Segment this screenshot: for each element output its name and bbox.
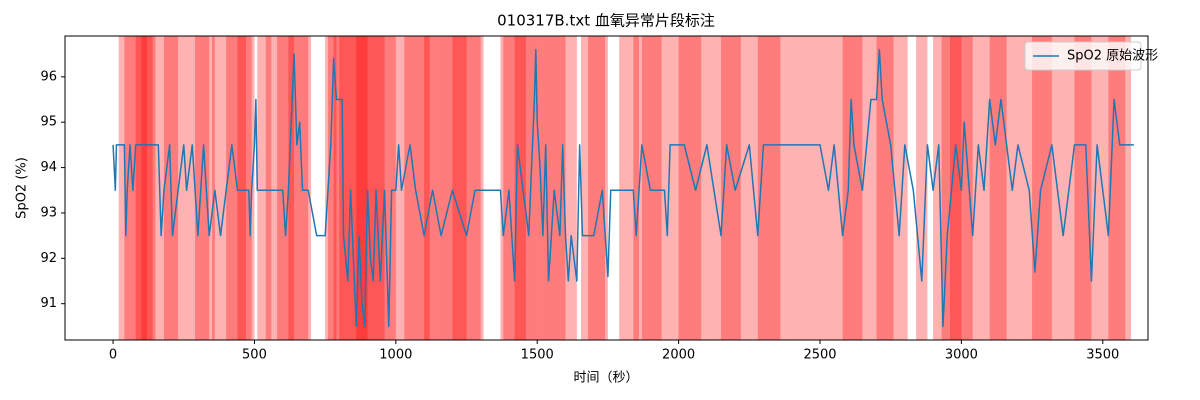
anomaly-span xyxy=(721,36,741,340)
anomaly-span xyxy=(135,36,148,340)
anomaly-span xyxy=(757,36,781,340)
anomaly-span xyxy=(941,36,979,340)
anomaly-span xyxy=(503,36,526,340)
anomaly-span xyxy=(212,36,255,340)
anomaly-span xyxy=(404,36,430,340)
axes-frame xyxy=(64,35,1149,341)
anomaly-span xyxy=(141,36,156,340)
chart-title: 010317B.txt 血氧异常片段标注 xyxy=(497,12,715,30)
x-tick-label: 0 xyxy=(109,348,117,363)
anomaly-span xyxy=(124,36,156,340)
x-axis-label: 时间（秒） xyxy=(573,371,638,386)
anomaly-span xyxy=(514,36,549,340)
anomaly-span xyxy=(424,36,484,340)
anomaly-span xyxy=(581,36,608,340)
anomaly-span xyxy=(916,36,928,340)
anomaly-span xyxy=(130,36,153,340)
x-tick-label: 3500 xyxy=(1086,348,1119,363)
y-tick-label: 94 xyxy=(40,160,57,175)
anomaly-span xyxy=(1108,36,1126,340)
y-tick-label: 96 xyxy=(40,69,57,84)
x-tick-label: 3000 xyxy=(945,348,978,363)
anomaly-span xyxy=(237,36,252,340)
legend-box xyxy=(1024,41,1142,71)
x-tick-label: 2000 xyxy=(662,348,695,363)
anomaly-span xyxy=(1060,36,1098,340)
anomaly-span xyxy=(1074,36,1092,340)
anomaly-span xyxy=(548,36,566,340)
anomaly-span xyxy=(619,36,640,340)
y-tick-label: 91 xyxy=(40,296,57,311)
anomaly-span xyxy=(438,36,467,340)
y-tick-label: 95 xyxy=(40,115,57,130)
y-tick-label: 93 xyxy=(40,205,57,220)
x-tick-label: 1000 xyxy=(379,348,412,363)
anomaly-span xyxy=(667,36,707,340)
ticks: 0 500 1000 1500 2000 2500 3000 3500 91 92 93 94 95 96 xyxy=(40,69,1119,362)
anomaly-span xyxy=(791,36,837,340)
anomaly-span xyxy=(1017,36,1061,340)
anomaly-span xyxy=(876,36,894,340)
y-tick-label: 92 xyxy=(40,251,57,266)
y-axis-label: SpO2 (%) xyxy=(15,157,30,219)
legend: SpO2 原始波形 xyxy=(1024,41,1158,71)
spo2-line xyxy=(112,48,1134,328)
anomaly-span xyxy=(325,36,337,340)
anomaly-span xyxy=(749,36,792,340)
legend-label: SpO2 原始波形 xyxy=(1067,49,1158,64)
x-tick-label: 2500 xyxy=(803,348,836,363)
anomaly-span xyxy=(678,36,702,340)
x-tick-label: 500 xyxy=(242,348,267,363)
anomaly-span xyxy=(842,36,863,340)
anomaly-span xyxy=(1032,36,1052,340)
anomaly-span xyxy=(452,36,481,340)
anomaly-span xyxy=(257,36,272,340)
anomaly-span xyxy=(195,36,210,340)
x-tick-label: 1500 xyxy=(521,348,554,363)
spans xyxy=(118,36,1132,340)
anomaly-span xyxy=(836,36,871,340)
anomaly-span xyxy=(588,36,606,340)
lines xyxy=(112,48,1134,328)
anomaly-span xyxy=(277,36,295,340)
anomaly-span xyxy=(288,36,309,340)
anomaly-span xyxy=(226,36,246,340)
anomaly-span xyxy=(989,36,1007,340)
anomaly-span xyxy=(641,36,662,340)
anomaly-span xyxy=(395,36,439,340)
anomaly-span xyxy=(933,36,962,340)
